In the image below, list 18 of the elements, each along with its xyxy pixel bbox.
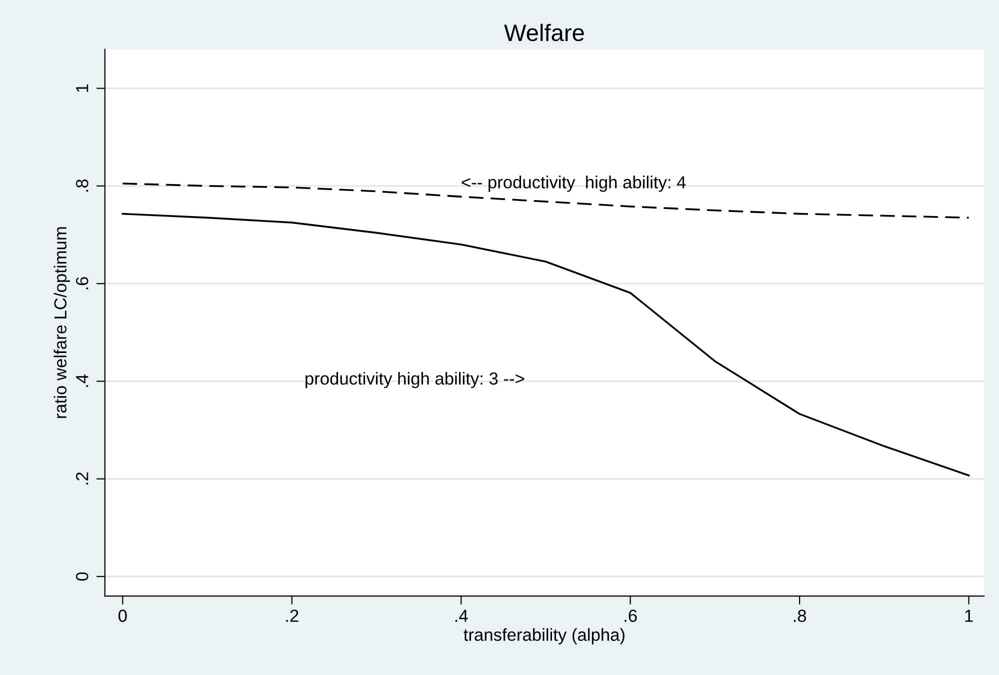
y-tick-label: 0: [76, 572, 88, 581]
x-tick-label: .2: [286, 610, 298, 622]
y-axis-title: ratio welfare LC/optimum: [54, 227, 70, 418]
x-tick-label: .6: [624, 610, 637, 622]
y-tick-label: 1: [76, 84, 88, 92]
chart-title: Welfare: [504, 24, 584, 42]
y-tick-label: .8: [76, 179, 88, 192]
x-axis-title: transferability (alpha): [464, 628, 624, 644]
annotation: productivity high ability: 3 -->: [306, 372, 524, 388]
y-tick-label: .6: [76, 277, 88, 290]
x-tick-label: 0: [118, 610, 127, 622]
annotation: <-- productivity high ability: 4: [462, 176, 686, 192]
x-tick-label: .8: [794, 610, 806, 622]
x-tick-label: 1: [965, 610, 973, 622]
y-tick-label: .2: [76, 472, 88, 485]
line-series: [122, 212, 970, 476]
y-tick-label: .4: [76, 374, 88, 387]
x-tick-label: .4: [455, 610, 468, 622]
